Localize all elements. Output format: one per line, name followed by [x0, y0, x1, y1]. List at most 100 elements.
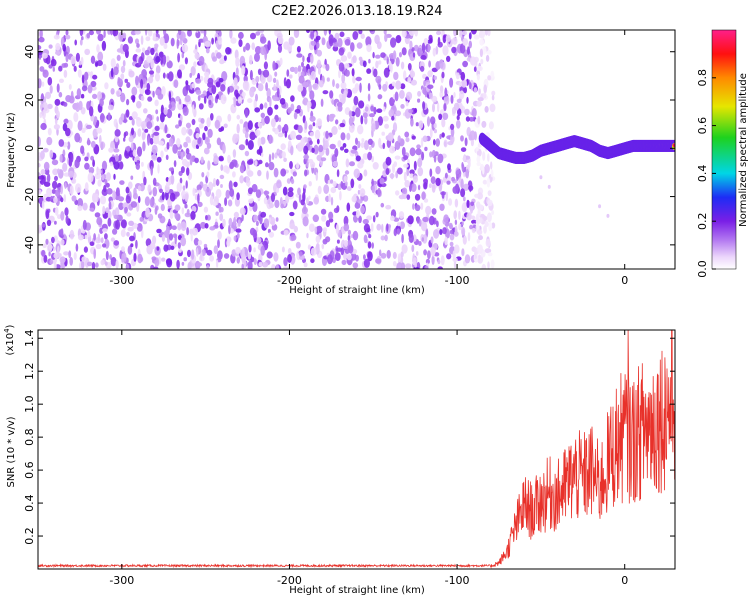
- noise-blob: [63, 62, 69, 68]
- noise-blob: [81, 127, 86, 133]
- noise-blob: [466, 212, 472, 221]
- noise-blob: [110, 256, 117, 267]
- noise-blob: [257, 169, 262, 177]
- noise-blob: [303, 262, 308, 268]
- noise-blob: [101, 40, 107, 51]
- noise-blob: [122, 202, 129, 209]
- noise-blob: [150, 165, 153, 176]
- noise-blob: [156, 116, 159, 122]
- noise-blob: [229, 188, 235, 197]
- noise-blob: [130, 243, 134, 248]
- noise-blob: [154, 206, 158, 215]
- noise-blob: [363, 234, 368, 244]
- noise-blob: [100, 237, 104, 244]
- noise-blob: [261, 152, 264, 158]
- noise-blob: [418, 120, 424, 129]
- noise-blob: [147, 30, 153, 37]
- noise-blob: [303, 202, 307, 213]
- noise-blob: [125, 195, 131, 204]
- noise-blob: [191, 249, 195, 260]
- noise-blob: [184, 203, 188, 209]
- noise-blob: [275, 188, 280, 193]
- noise-blob: [101, 174, 105, 181]
- noise-blob: [464, 137, 468, 147]
- noise-blob: [314, 226, 318, 235]
- noise-blob: [164, 124, 168, 134]
- noise-blob: [146, 55, 153, 63]
- noise-blob: [272, 77, 277, 83]
- noise-blob: [233, 181, 238, 188]
- noise-blob: [168, 103, 172, 110]
- noise-blob: [439, 133, 442, 140]
- noise-blob: [276, 32, 283, 40]
- noise-blob: [49, 259, 54, 265]
- noise-blob: [346, 132, 351, 141]
- noise-blob: [462, 38, 469, 46]
- noise-blob: [257, 83, 264, 92]
- noise-blob: [151, 154, 158, 161]
- noise-blob: [235, 228, 242, 233]
- noise-blob: [130, 127, 135, 136]
- noise-blob: [485, 239, 491, 247]
- noise-blob: [395, 80, 402, 90]
- snr-panel: -300 -200 -100 0 0.2 0.4 0.6 0.8 1.0 1.2 1.4 Heigh…: [3, 324, 676, 596]
- noise-blob: [423, 182, 428, 190]
- noise-blob: [147, 96, 153, 102]
- noise-blob: [259, 103, 264, 110]
- noise-blob: [318, 144, 324, 153]
- noise-blob: [415, 122, 419, 127]
- noise-blob: [38, 162, 41, 168]
- noise-blob: [306, 30, 310, 33]
- noise-blob: [126, 231, 130, 237]
- noise-blob: [245, 42, 251, 51]
- noise-blob: [56, 83, 60, 93]
- noise-blob: [274, 199, 280, 209]
- noise-blob: [310, 53, 314, 64]
- noise-blob: [102, 228, 108, 233]
- noise-blob: [349, 161, 355, 167]
- svg-text:(x104): (x104): [3, 324, 16, 355]
- noise-blob: [325, 147, 330, 156]
- noise-blob: [244, 150, 250, 157]
- noise-blob: [310, 70, 316, 81]
- noise-blob: [152, 135, 160, 145]
- noise-blob: [233, 211, 239, 219]
- noise-blob: [126, 98, 130, 106]
- noise-blob: [410, 183, 417, 193]
- noise-blob: [296, 162, 300, 169]
- chart-title: C2E2.2026.013.18.19.R24: [271, 4, 442, 19]
- noise-blob: [342, 143, 347, 148]
- noise-blob: [118, 202, 124, 211]
- noise-blob: [468, 82, 472, 90]
- noise-blob: [38, 175, 45, 180]
- noise-blob: [114, 129, 121, 137]
- noise-blob: [427, 43, 431, 53]
- noise-blob: [90, 80, 97, 88]
- noise-blob: [254, 52, 260, 63]
- noise-blob: [90, 140, 96, 148]
- noise-blob: [38, 189, 42, 195]
- noise-blob: [311, 147, 315, 153]
- noise-blob: [352, 55, 357, 64]
- noise-blob: [304, 120, 308, 130]
- noise-blob: [154, 43, 159, 48]
- noise-blob: [262, 69, 270, 78]
- noise-blob: [123, 131, 127, 139]
- noise-blob: [367, 241, 372, 249]
- noise-blob: [220, 164, 224, 171]
- x-tick-label: -100: [445, 274, 470, 287]
- noise-blob: [150, 264, 155, 269]
- noise-blob: [309, 115, 316, 122]
- noise-blob: [369, 113, 375, 118]
- noise-blob: [203, 206, 209, 213]
- noise-blob: [209, 255, 215, 262]
- noise-blob: [172, 144, 178, 154]
- noise-blob: [357, 199, 363, 204]
- noise-blob: [277, 132, 284, 138]
- noise-blob: [63, 118, 69, 124]
- noise-blob: [431, 95, 438, 103]
- noise-blob: [63, 251, 69, 256]
- noise-blob: [174, 204, 181, 211]
- noise-blob: [417, 167, 424, 177]
- noise-blob: [274, 71, 278, 77]
